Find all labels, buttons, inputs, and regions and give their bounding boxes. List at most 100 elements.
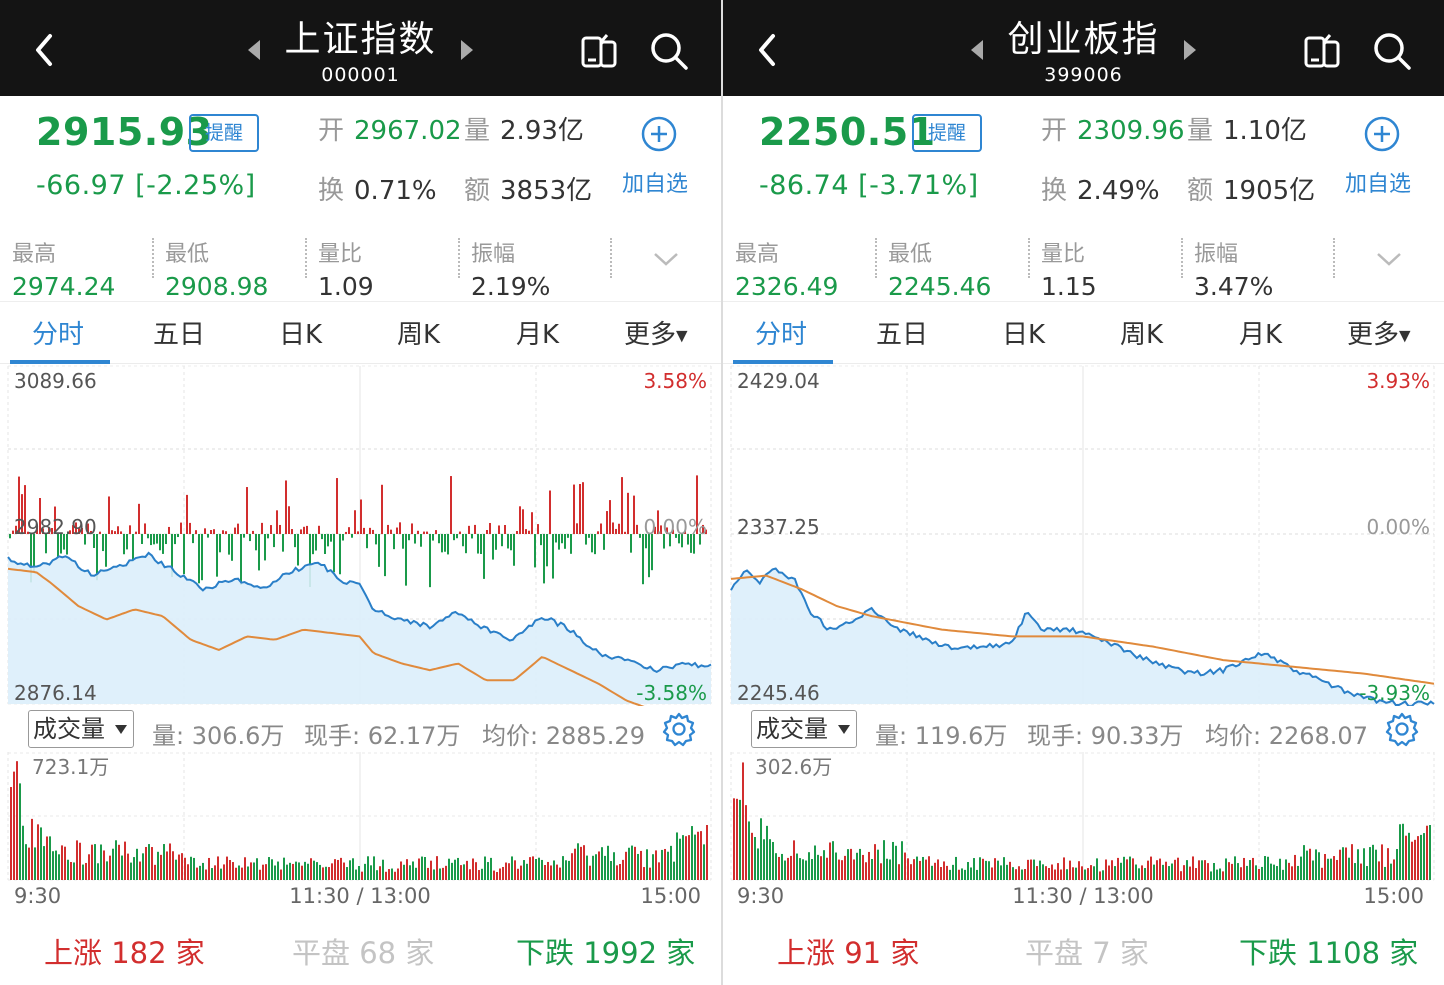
time-end: 15:00 [640, 884, 701, 908]
prev-triangle-left-icon[interactable] [244, 38, 264, 62]
open-label: 开 [318, 116, 345, 146]
volume-toolbar: 成交量 量: 119.6万 现手: 90.33万 均价: 2268.07 [723, 706, 1444, 752]
turnover-value: 0.71% [354, 176, 437, 206]
remind-button[interactable]: 提醒 [189, 114, 259, 152]
tab-monthly-k[interactable]: 月K [1239, 320, 1283, 350]
amount-value: 1905亿 [1223, 176, 1316, 206]
intraday-price-chart[interactable]: 3089.66 3.58% 2982.90 0.00% 2876.14 -3.58% [0, 364, 721, 706]
price-area [8, 552, 711, 704]
turnover-value: 2.49% [1077, 176, 1160, 206]
settings-gear-icon[interactable] [661, 711, 697, 747]
stat-value: 1.15 [1041, 272, 1097, 301]
time-end: 15:00 [1363, 884, 1424, 908]
stat-label: 振幅 [1194, 242, 1239, 267]
current-price: 2250.51 [759, 110, 936, 154]
stat-value: 2908.98 [165, 272, 269, 301]
prev-triangle-left-icon[interactable] [967, 38, 987, 62]
volume-chart: 302.6万 9:30 11:30 / 13:00 15:00 [730, 752, 1435, 908]
back-chevron-left-icon[interactable] [26, 30, 66, 70]
stat-high: 最高 2974.24 [12, 236, 115, 301]
volume-label: 量 [464, 116, 491, 146]
index-code: 399006 [1044, 64, 1123, 86]
stat-value: 3.47% [1194, 272, 1274, 301]
avg-price-info: 均价: 2885.29 [482, 722, 645, 750]
price-line [7, 551, 712, 674]
stat-label: 最高 [735, 242, 780, 267]
caret-down-icon [115, 725, 127, 734]
screen-switch-icon[interactable] [1301, 30, 1343, 72]
tab-intraday[interactable]: 分时 [32, 320, 85, 350]
chart-top-pct: 3.93% [1366, 369, 1430, 393]
divider [610, 238, 612, 278]
stat-label: 振幅 [471, 242, 516, 267]
advancers-count: 上涨 182 家 [44, 936, 205, 970]
page-title: 上证指数 [284, 19, 437, 60]
volume-toolbar: 成交量 量: 306.6万 现手: 62.17万 均价: 2885.29 [0, 706, 721, 752]
stats-row: 最高 2326.49 最低 2245.46 量比 1.15 振幅 3.47% [723, 230, 1444, 302]
search-icon[interactable] [648, 30, 690, 72]
indicator-select[interactable]: 成交量 [28, 710, 134, 748]
volume-label: 量 [1187, 116, 1214, 146]
search-icon[interactable] [1371, 30, 1413, 72]
tab-daily-k[interactable]: 日K [279, 320, 323, 350]
turnover-label: 换 [318, 176, 345, 206]
time-start: 9:30 [737, 884, 784, 908]
volume-info: 量: 119.6万 [875, 722, 1008, 750]
tab-more-label: 更多 [1347, 320, 1400, 350]
tab-daily-k[interactable]: 日K [1002, 320, 1046, 350]
unchanged-count: 平盘 7 家 [1025, 936, 1149, 970]
turnover-field: 换 2.49% [1041, 170, 1160, 207]
volume-max-label: 302.6万 [755, 755, 832, 779]
indicator-select[interactable]: 成交量 [751, 710, 857, 748]
divider [1333, 238, 1335, 278]
stat-volume-ratio: 量比 1.15 [1041, 236, 1097, 301]
plus-circle-icon[interactable] [640, 115, 678, 153]
divider [1181, 238, 1183, 278]
expand-chevron-down-icon[interactable] [1375, 248, 1403, 270]
amount-field: 额 1905亿 [1187, 170, 1315, 207]
tab-intraday[interactable]: 分时 [755, 320, 808, 350]
tab-five-day[interactable]: 五日 [153, 320, 206, 350]
tab-weekly-k[interactable]: 周K [1120, 320, 1164, 350]
open-value: 2967.02 [354, 116, 462, 146]
volume-value: 1.10亿 [1223, 116, 1307, 146]
next-triangle-right-icon[interactable] [457, 38, 477, 62]
tab-more[interactable]: 更多▼ [1347, 314, 1411, 351]
avg-price-line [7, 567, 645, 706]
expand-chevron-down-icon[interactable] [652, 248, 680, 270]
intraday-price-chart[interactable]: 2429.04 3.93% 2337.25 0.00% 2245.46 -3.93% [723, 364, 1444, 706]
tab-more[interactable]: 更多▼ [624, 314, 688, 351]
add-watchlist-button[interactable]: 加自选 [1345, 172, 1412, 197]
chart-mid-pct: 0.00% [643, 515, 707, 539]
tab-five-day[interactable]: 五日 [876, 320, 929, 350]
price-line [730, 567, 1435, 706]
tab-monthly-k[interactable]: 月K [516, 320, 560, 350]
market-breadth: 上涨 91 家 平盘 7 家 下跌 1108 家 [723, 912, 1444, 985]
price-change: -66.97 [-2.25%] [36, 170, 256, 201]
volume-field: 量 2.93亿 [464, 110, 584, 147]
time-mid: 11:30 / 13:00 [1012, 884, 1153, 908]
header-bar: 创业板指 399006 [723, 0, 1444, 96]
plus-circle-icon[interactable] [1363, 115, 1401, 153]
chart-top-pct: 3.58% [643, 369, 707, 393]
caret-down-icon [838, 725, 850, 734]
back-chevron-left-icon[interactable] [749, 30, 789, 70]
next-triangle-right-icon[interactable] [1180, 38, 1200, 62]
active-tab-underline [10, 360, 110, 364]
add-watchlist-button[interactable]: 加自选 [622, 172, 689, 197]
dropdown-caret-icon: ▼ [1399, 326, 1411, 345]
chart-bottom-price: 2876.14 [14, 681, 97, 705]
remind-button[interactable]: 提醒 [912, 114, 982, 152]
volume-info: 量: 306.6万 [152, 722, 285, 750]
tab-weekly-k[interactable]: 周K [397, 320, 441, 350]
volume-chart: 723.1万 9:30 11:30 / 13:00 15:00 [7, 752, 712, 908]
decliners-count: 下跌 1108 家 [1239, 936, 1419, 970]
stat-volume-ratio: 量比 1.09 [318, 236, 374, 301]
chart-top-price: 3089.66 [14, 369, 97, 393]
market-breadth: 上涨 182 家 平盘 68 家 下跌 1992 家 [0, 912, 721, 985]
amount-label: 额 [1187, 176, 1214, 206]
stat-amplitude: 振幅 2.19% [471, 236, 550, 301]
screen-switch-icon[interactable] [578, 30, 620, 72]
chart-tabs: 分时 五日 日K 周K 月K 更多▼ [723, 304, 1444, 364]
settings-gear-icon[interactable] [1384, 711, 1420, 747]
